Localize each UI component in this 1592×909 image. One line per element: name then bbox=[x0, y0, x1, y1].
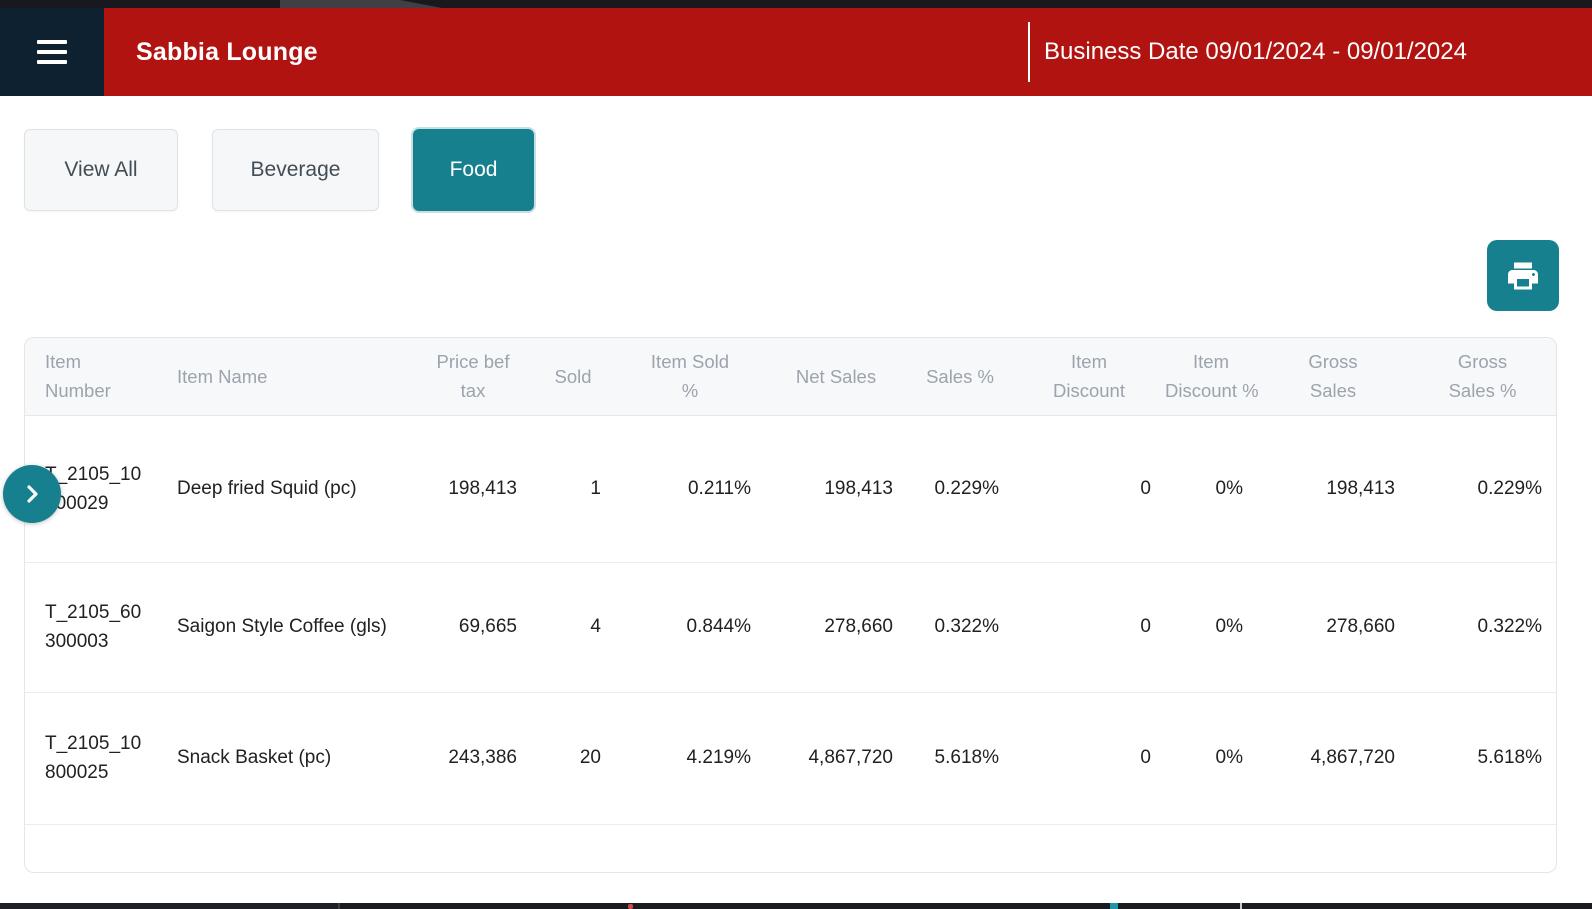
print-button[interactable] bbox=[1487, 240, 1559, 311]
taskbar-teal-speck bbox=[1110, 903, 1118, 909]
filter-beverage-button[interactable]: Beverage bbox=[212, 129, 379, 211]
cell-item-sold-pct bbox=[615, 824, 765, 873]
cell-item-discount bbox=[1013, 824, 1165, 873]
items-report-table: ItemNumber Item Name Price beftax Sold I… bbox=[24, 337, 1557, 873]
table-row: T_2105_10800025 Snack Basket (pc) 243,38… bbox=[25, 692, 1556, 824]
col-item-number: ItemNumber bbox=[25, 338, 157, 415]
cell-sold bbox=[531, 824, 615, 873]
header-divider bbox=[1028, 22, 1030, 82]
cell-sold: 4 bbox=[531, 562, 615, 692]
taskbar-strip bbox=[0, 903, 1592, 909]
cell-item-discount: 0 bbox=[1013, 415, 1165, 562]
browser-top-strip bbox=[0, 0, 1592, 8]
cell-price-bef-tax: 198,413 bbox=[415, 415, 531, 562]
chevron-right-icon bbox=[20, 482, 44, 506]
cell-item-number: T_2105_60300003 bbox=[25, 562, 157, 692]
cell-price-bef-tax bbox=[415, 824, 531, 873]
cell-net-sales: 198,413 bbox=[765, 415, 907, 562]
cell-item-discount-pct: 0% bbox=[1165, 562, 1257, 692]
cell-item-discount: 0 bbox=[1013, 562, 1165, 692]
col-net-sales: Net Sales bbox=[765, 338, 907, 415]
col-item-discount: ItemDiscount bbox=[1013, 338, 1165, 415]
cell-gross-sales-pct: 0.322% bbox=[1409, 562, 1556, 692]
cell-gross-sales: 278,660 bbox=[1257, 562, 1409, 692]
cell-gross-sales: 198,413 bbox=[1257, 415, 1409, 562]
col-price-bef-tax: Price beftax bbox=[415, 338, 531, 415]
cell-sold: 1 bbox=[531, 415, 615, 562]
menu-button[interactable] bbox=[0, 8, 104, 96]
cell-sales-pct: 0.322% bbox=[907, 562, 1013, 692]
cell-item-discount-pct bbox=[1165, 824, 1257, 873]
page-title: Sabbia Lounge bbox=[136, 8, 318, 96]
cell-item-discount: 0 bbox=[1013, 692, 1165, 824]
cell-item-name: Snack Basket (pc) bbox=[157, 692, 415, 824]
cell-gross-sales: 4,867,720 bbox=[1257, 692, 1409, 824]
cell-item-number: T_2105_10800025 bbox=[25, 692, 157, 824]
hamburger-icon bbox=[37, 40, 67, 64]
table-header-row: ItemNumber Item Name Price beftax Sold I… bbox=[25, 338, 1556, 415]
cell-net-sales: 4,867,720 bbox=[765, 692, 907, 824]
col-sales-pct: Sales % bbox=[907, 338, 1013, 415]
table-row: T_2105_60300003 Saigon Style Coffee (gls… bbox=[25, 562, 1556, 692]
table-row: T_2105_10800029 Deep fried Squid (pc) 19… bbox=[25, 415, 1556, 562]
col-gross-sales: GrossSales bbox=[1257, 338, 1409, 415]
printer-icon bbox=[1505, 258, 1541, 294]
browser-tab-shape bbox=[280, 0, 442, 8]
cell-gross-sales bbox=[1257, 824, 1409, 873]
cell-item-sold-pct: 0.211% bbox=[615, 415, 765, 562]
col-item-sold-pct: Item Sold% bbox=[615, 338, 765, 415]
cell-price-bef-tax: 69,665 bbox=[415, 562, 531, 692]
cell-price-bef-tax: 243,386 bbox=[415, 692, 531, 824]
cell-item-number: S_0000_11 bbox=[25, 824, 157, 873]
cell-item-name: Saigon Style Coffee (gls) bbox=[157, 562, 415, 692]
filter-food-button[interactable]: Food bbox=[413, 129, 534, 211]
cell-item-sold-pct: 4.219% bbox=[615, 692, 765, 824]
cell-item-discount-pct: 0% bbox=[1165, 692, 1257, 824]
cell-item-sold-pct: 0.844% bbox=[615, 562, 765, 692]
cell-sold: 20 bbox=[531, 692, 615, 824]
cell-sales-pct bbox=[907, 824, 1013, 873]
col-gross-sales-pct: GrossSales % bbox=[1409, 338, 1556, 415]
cell-gross-sales-pct: 0.229% bbox=[1409, 415, 1556, 562]
cell-item-discount-pct: 0% bbox=[1165, 415, 1257, 562]
cell-sales-pct: 0.229% bbox=[907, 415, 1013, 562]
col-item-name: Item Name bbox=[157, 338, 415, 415]
col-item-discount-pct: ItemDiscount % bbox=[1165, 338, 1257, 415]
cell-gross-sales-pct: 5.618% bbox=[1409, 692, 1556, 824]
cell-sales-pct: 5.618% bbox=[907, 692, 1013, 824]
cell-net-sales bbox=[765, 824, 907, 873]
table-row: S_0000_11 bbox=[25, 824, 1556, 873]
expand-row-button[interactable] bbox=[3, 465, 61, 523]
business-date: Business Date 09/01/2024 - 09/01/2024 bbox=[1044, 8, 1467, 96]
cell-gross-sales-pct bbox=[1409, 824, 1556, 873]
cell-item-name bbox=[157, 824, 415, 873]
app-header: Sabbia Lounge Business Date 09/01/2024 -… bbox=[0, 8, 1592, 96]
col-sold: Sold bbox=[531, 338, 615, 415]
taskbar-red-speck bbox=[628, 904, 633, 909]
filter-view-all-button[interactable]: View All bbox=[24, 129, 178, 211]
cell-item-name: Deep fried Squid (pc) bbox=[157, 415, 415, 562]
cell-net-sales: 278,660 bbox=[765, 562, 907, 692]
